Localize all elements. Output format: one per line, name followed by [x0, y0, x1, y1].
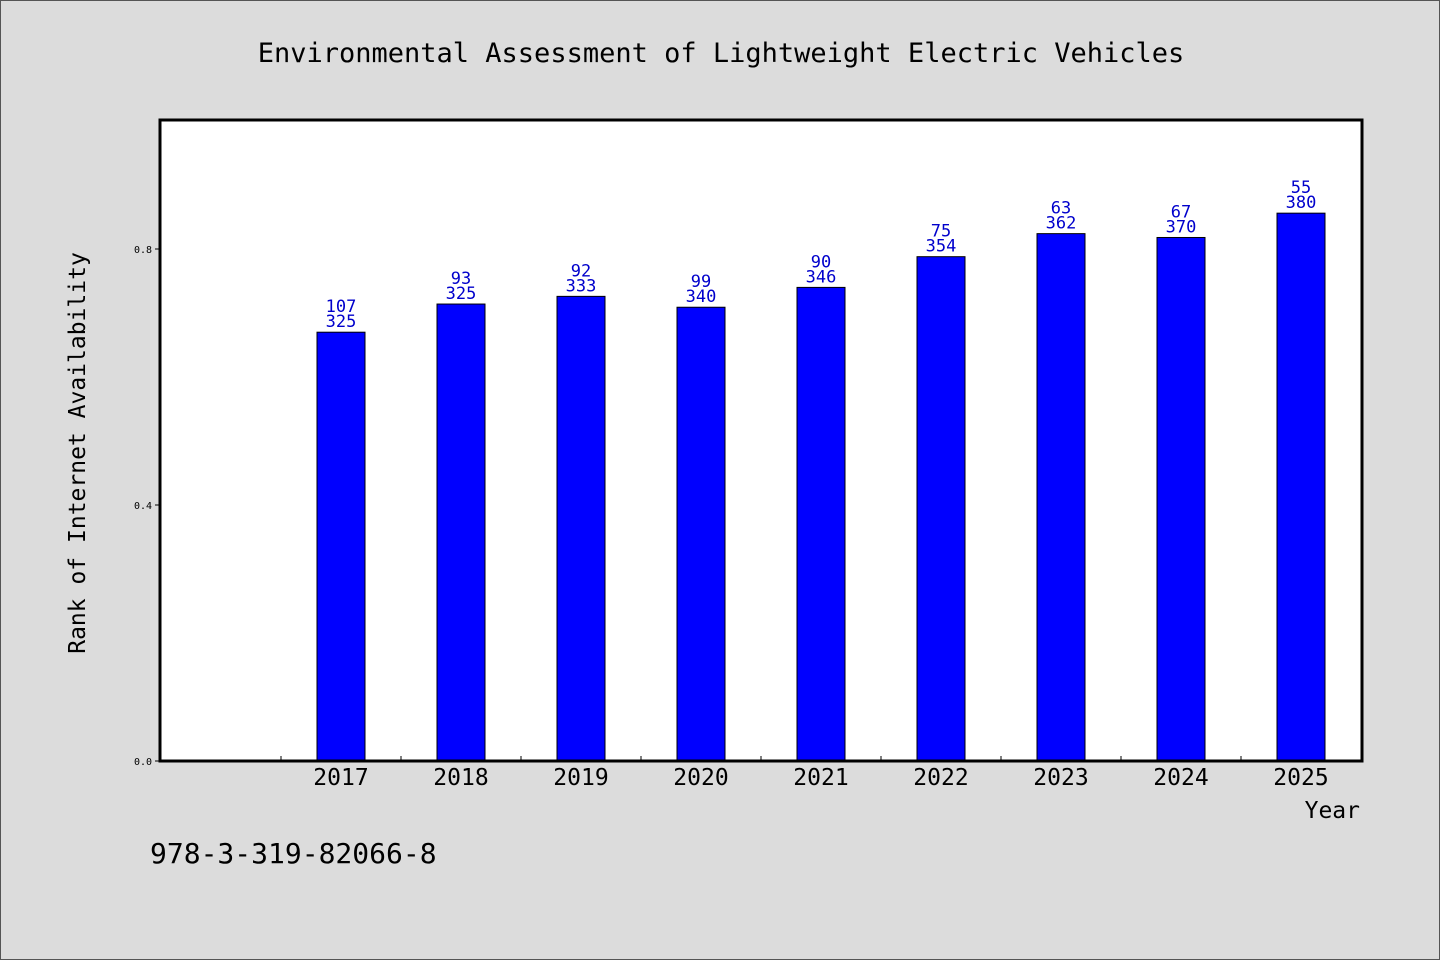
x-tick-label: 2025: [1273, 765, 1328, 791]
data-label-bottom: 325: [326, 312, 357, 332]
y-axis: 0.0 0.4 0.8: [134, 245, 161, 768]
data-label-top: 90: [811, 252, 831, 272]
bar-2020: [676, 306, 726, 762]
bar-2017: [316, 331, 366, 762]
bar-series: [316, 212, 1326, 762]
bar-2019: [556, 295, 606, 762]
data-label-bottom: 346: [806, 267, 837, 287]
bar-2024: [1156, 236, 1206, 762]
y-axis-label: Rank of Internet Availability: [65, 252, 91, 654]
data-label-bottom: 370: [1166, 217, 1197, 237]
bar-2018: [436, 303, 486, 762]
bar-2021: [796, 286, 846, 762]
chart-title: Environmental Assessment of Lightweight …: [258, 38, 1185, 69]
x-tick-label: 2023: [1033, 765, 1088, 791]
bar-2023: [1036, 233, 1086, 762]
x-axis-label: Year: [1305, 798, 1360, 824]
footnote-isbn: 978-3-319-82066-8: [150, 837, 437, 870]
bar-2025: [1276, 212, 1326, 762]
data-label-top: 67: [1171, 202, 1191, 222]
data-label-bottom: 325: [446, 284, 477, 304]
data-label-top: 93: [451, 269, 471, 289]
x-tick-label: 2019: [553, 765, 608, 791]
plot-frame: [158, 118, 1364, 763]
data-label-bottom: 333: [566, 276, 597, 296]
x-tick-label: 2018: [433, 765, 488, 791]
data-label-bottom: 380: [1286, 193, 1317, 213]
x-tick-label: 2021: [793, 765, 848, 791]
data-label-bottom: 362: [1046, 214, 1077, 234]
data-label-top: 75: [931, 222, 951, 242]
data-label-top: 55: [1291, 178, 1311, 198]
data-label-bottom: 340: [686, 287, 717, 307]
data-label-top: 107: [326, 297, 357, 317]
y-tick-label: 0.4: [134, 501, 152, 512]
data-label-top: 63: [1051, 199, 1071, 219]
x-tick-label: 2022: [913, 765, 968, 791]
y-tick-label: 0.8: [134, 245, 152, 256]
x-tick-label: 2017: [313, 765, 368, 791]
x-tick-label: 2024: [1153, 765, 1208, 791]
data-label-top: 92: [571, 261, 591, 281]
bar-2022: [916, 256, 966, 762]
data-label-bottom: 354: [926, 237, 957, 257]
data-label-top: 99: [691, 272, 711, 292]
x-axis: 2017 2018 2019 2020 2021 2022 2023 2024 2025: [280, 756, 1329, 791]
y-tick-label: 0.0: [134, 757, 152, 768]
x-tick-label: 2020: [673, 765, 728, 791]
